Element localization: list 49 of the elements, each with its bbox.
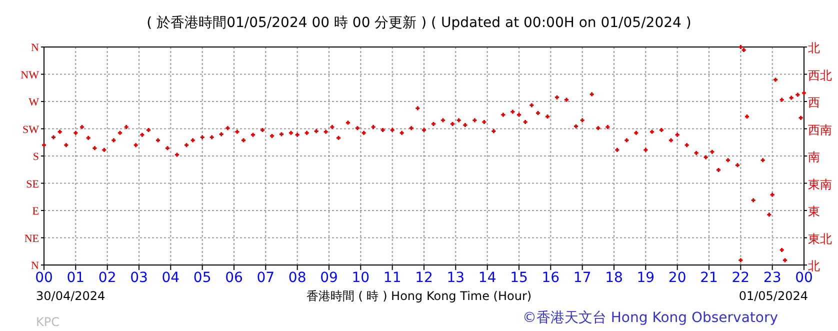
x-tick-label: 04	[162, 270, 180, 286]
category-label: 南	[808, 150, 820, 164]
x-tick-label: 05	[193, 270, 212, 286]
text: 01/05/2024	[738, 289, 808, 303]
x-tick-label: 17	[573, 270, 592, 286]
category-label: N	[31, 260, 39, 272]
category-label: 東南	[808, 177, 832, 192]
x-tick-label: 03	[130, 270, 148, 286]
category-label: N	[31, 42, 39, 54]
category-label: E	[32, 206, 39, 218]
category-label: SW	[22, 124, 39, 136]
text: ©香港天文台 Hong Kong Observatory	[522, 310, 778, 326]
text: 30/04/2024	[36, 289, 106, 303]
x-tick-label: 10	[352, 270, 370, 286]
x-tick-label: 02	[98, 270, 116, 286]
category-label: 西北	[808, 68, 832, 82]
x-tick-label: 07	[256, 270, 275, 286]
x-tick-label: 21	[700, 270, 718, 286]
x-tick-label: 23	[763, 270, 782, 286]
x-tick-label: 19	[636, 270, 655, 286]
x-tick-label: 20	[668, 270, 686, 286]
x-tick-label: 16	[542, 270, 560, 286]
x-tick-label: 06	[225, 270, 243, 286]
x-tick-label: 09	[320, 270, 338, 286]
category-label: 北	[808, 259, 820, 273]
x-tick-label: 13	[446, 270, 465, 286]
x-tick-label: 12	[415, 270, 433, 286]
category-label: NE	[24, 232, 39, 245]
category-label: S	[32, 151, 39, 163]
x-tick-label: 01	[66, 270, 85, 286]
x-tick-label: 18	[605, 270, 623, 286]
text: KPC	[36, 315, 60, 329]
x-axis-title: 香港時間 ( 時 ) Hong Kong Time (Hour)	[306, 289, 532, 303]
x-tick-label: 15	[510, 270, 528, 286]
chart-title: ( 於香港時間01/05/2024 00 時 00 分更新 ) ( Updated at 00:00H on 01/05/2024 )	[146, 15, 692, 31]
x-tick-label: 00	[35, 270, 53, 286]
category-label: 東北	[808, 232, 832, 246]
category-label: 西	[808, 96, 820, 110]
category-label: W	[28, 96, 39, 108]
category-label: 東	[808, 204, 820, 218]
x-tick-label: 00	[795, 270, 813, 286]
x-tick-label: 14	[478, 270, 496, 286]
x-tick-label: 22	[732, 270, 750, 286]
category-label: 西南	[808, 122, 832, 137]
x-tick-label: 08	[288, 270, 306, 286]
x-tick-label: 11	[383, 270, 402, 286]
category-label: NW	[20, 69, 39, 82]
category-label: 北	[808, 41, 820, 55]
category-label: SE	[26, 178, 39, 190]
